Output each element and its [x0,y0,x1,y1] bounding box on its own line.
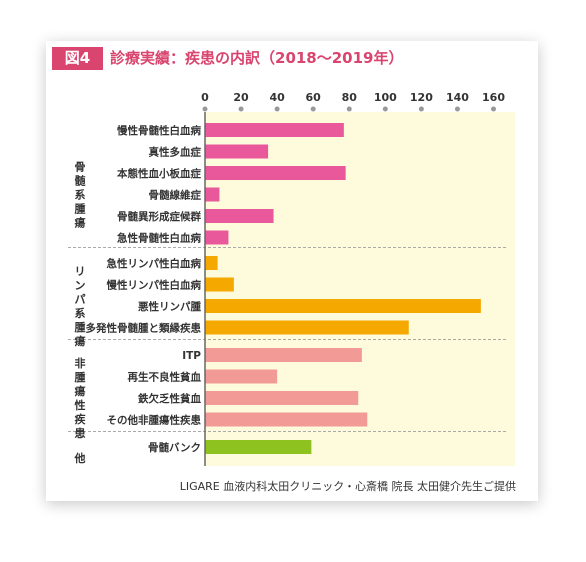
group-label: 非腫瘍性疾患 [75,356,86,440]
bar [205,166,346,180]
x-tick-label: 80 [342,91,358,104]
bar [205,440,312,454]
x-tick-marker [491,106,496,112]
bar [205,412,368,427]
bar [205,187,220,202]
category-label: 骨髄線維症 [149,189,202,202]
bar [205,256,218,270]
category-label: 再生不良性貧血 [128,371,202,384]
x-tick-marker [454,106,460,112]
category-label: 慢性骨髄性白血病 [117,124,201,137]
bar [205,299,481,313]
source-credit: LIGARE 血液内科太田クリニック・心斎橋 院長 太田健介先生ご提供 [179,480,516,493]
x-tick-label: 20 [233,91,249,104]
x-tick-label: 140 [446,91,469,104]
category-label: 骨髄異形成症候群 [117,210,201,223]
figure-number-badge: 図4 [52,47,103,70]
bar [205,123,344,137]
bar [205,277,234,292]
x-tick-marker [202,106,208,112]
group-label: リンパ系腫瘍 [75,265,86,348]
category-label: 鉄欠乏性貧血 [138,392,201,405]
x-tick-label: 120 [410,91,433,104]
x-tick-label: 60 [306,91,322,104]
bar [205,230,229,245]
x-tick-marker [382,106,388,112]
category-label: 本態性血小板血症 [117,167,201,180]
bar [205,348,362,362]
x-tick-marker [274,106,280,112]
bar [205,144,269,159]
x-tick-label: 40 [269,91,285,104]
category-label: 真性多血症 [149,146,202,159]
bar [205,369,278,384]
group-label: 骨髄系腫瘍 [75,161,87,230]
chart-title: 診療実績：疾患の内訳（2018〜2019年） [110,49,404,67]
category-label: 骨髄バンク [148,441,201,454]
category-label: 急性骨髄性白血病 [117,232,201,245]
category-label: ITP [182,350,201,362]
x-tick-label: 100 [374,91,397,104]
category-label: 急性リンパ性白血病 [107,257,202,270]
bar [205,391,359,405]
x-tick-marker [310,106,316,112]
bar [205,320,409,335]
category-label: 多発性骨髄腫と類縁疾患 [86,322,202,335]
x-tick-marker [238,106,244,112]
category-label: 慢性リンパ性白血病 [107,279,202,292]
group-label: 他 [74,451,86,465]
category-label: 悪性リンパ腫 [138,300,201,313]
x-tick-marker [418,106,424,112]
x-tick-label: 160 [482,91,505,104]
x-tick-marker [346,106,352,112]
x-tick-label: 0 [201,91,209,104]
bar [205,209,274,223]
category-label: その他非腫瘍性疾患 [107,414,202,427]
